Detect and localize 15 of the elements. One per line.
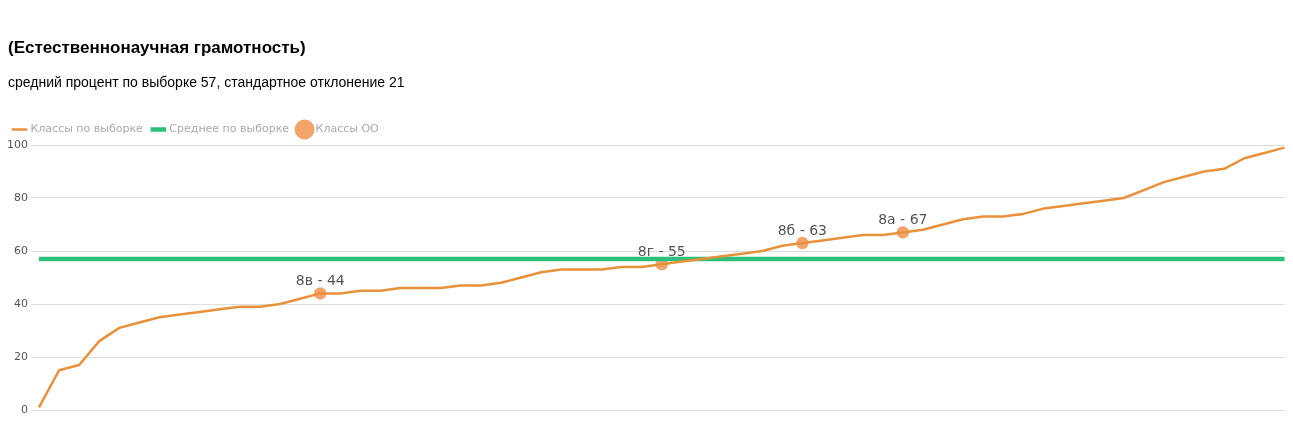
data-label: 8б - 63 — [777, 221, 828, 238]
y-tick-label: 80 — [14, 190, 28, 204]
chart-subtitle: средний процент по выборке 57, стандартное отклонение 21 — [7, 74, 406, 92]
y-tick-label: 100 — [7, 137, 28, 151]
legend-label: Классы ОО — [315, 122, 380, 136]
y-tick-label: 60 — [14, 243, 28, 257]
y-tick-label: 0 — [21, 402, 28, 416]
legend-label: Среднее по выборке — [169, 122, 290, 136]
legend-label: Классы по выборке — [30, 122, 144, 136]
y-tick-label: 20 — [14, 349, 28, 363]
chart-title: (Естественнонаучная грамотность) — [7, 37, 307, 59]
data-label: 8г - 55 — [637, 242, 686, 259]
data-label: 8в - 44 — [295, 272, 345, 289]
y-tick-label: 40 — [14, 296, 28, 310]
data-label: 8а - 67 — [878, 211, 928, 228]
